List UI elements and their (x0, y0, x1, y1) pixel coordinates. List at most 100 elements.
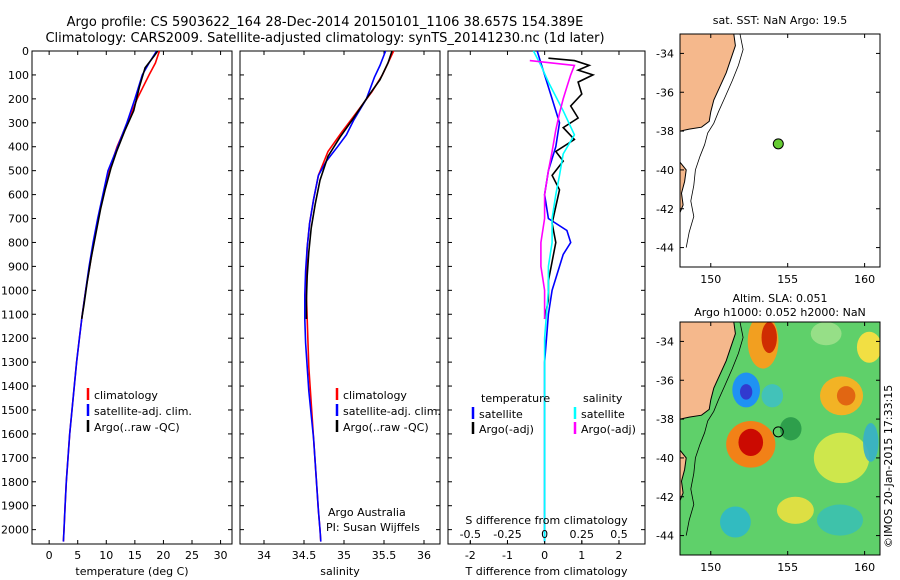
x2-tick-label: 0.5 (610, 528, 628, 541)
legend-label: satellite (581, 408, 625, 421)
y-tick-label: 800 (8, 236, 29, 249)
watermark: ©IMOS 20-Jan-2015 17:33:15 (882, 385, 895, 548)
sla-anomaly-blob (780, 417, 802, 441)
legend-label: satellite-adj. clim. (94, 405, 192, 418)
y-tick-label: -40 (656, 452, 674, 465)
x-tick-label: 35.5 (372, 549, 397, 562)
series-line (80, 50, 159, 320)
coastline-land (680, 449, 687, 501)
sla-anomaly-blob (856, 331, 880, 363)
y-tick-label: 400 (8, 141, 29, 154)
map-content (680, 34, 880, 267)
annotation-text: Argo Australia (328, 506, 406, 519)
x-tick-label: 155 (777, 561, 798, 574)
legend-label: climatology (94, 389, 158, 402)
y-tick-label: 1100 (1, 308, 29, 321)
x-axis-label: T difference from climatology (465, 565, 628, 578)
y-tick-label: 1700 (1, 452, 29, 465)
x-tick-label: 160 (854, 273, 875, 286)
y-tick-label: 700 (8, 213, 29, 226)
plot-frame (447, 50, 646, 545)
y-tick-label: -34 (656, 47, 674, 60)
x-axis-label: salinity (320, 565, 360, 578)
y-tick-label: -42 (656, 203, 674, 216)
y-tick-label: 500 (8, 165, 29, 178)
x-tick-label: 36 (417, 549, 431, 562)
temperature-panel: 0 5 10 15 20 25 300100200300400500600700800900… (1, 45, 233, 578)
y-tick-label: 1200 (1, 332, 29, 345)
y-tick-label: 1400 (1, 380, 29, 393)
x-tick-label: -2 (465, 549, 476, 562)
y-tick-label: 2000 (1, 524, 29, 537)
plot-frame (31, 50, 233, 545)
x-tick-label: 35 (337, 549, 351, 562)
y-tick-label: 1300 (1, 356, 29, 369)
y-tick-label: -42 (656, 491, 674, 504)
coastline-land (680, 161, 687, 213)
x-tick-label: 155 (777, 273, 798, 286)
x2-tick-label: 0 (541, 528, 548, 541)
series-line (62, 50, 161, 542)
sla-anomaly-blob (836, 386, 856, 406)
y-tick-label: 1600 (1, 428, 29, 441)
coastline-land (680, 34, 736, 132)
legend-header: temperature (481, 392, 550, 405)
sla-anomaly-blob (761, 384, 784, 408)
sla-anomaly-blob (776, 496, 814, 524)
x-tick-label: 160 (854, 561, 875, 574)
y-tick-label: 0 (22, 45, 29, 58)
y-tick-label: -38 (656, 413, 674, 426)
sla-anomaly-blob (761, 322, 777, 354)
sla-anomaly-blob (810, 322, 842, 346)
map-title: Argo h1000: 0.052 h2000: NaN (694, 306, 866, 319)
argo-position-marker (772, 138, 784, 150)
x-tick-label: 0 (541, 549, 548, 562)
series-line (62, 50, 158, 542)
sla-anomaly-blob (738, 428, 764, 456)
salinity-panel: 34 34.5 35 35.5 36 salinity climatology satelli… (239, 50, 441, 578)
plot-frame (239, 50, 441, 545)
chart-title-line2: Climatology: CARS2009. Satellite-adjuste… (45, 31, 605, 46)
y-tick-label: 200 (8, 93, 29, 106)
legend-label: satellite (479, 408, 523, 421)
y-tick-label: -38 (656, 125, 674, 138)
isobath-line (685, 34, 744, 248)
map-title: sat. SST: NaN Argo: 19.5 (713, 14, 847, 27)
y-tick-label: -34 (656, 335, 674, 348)
isobath-line (685, 322, 744, 536)
map-frame (679, 321, 881, 556)
series-line (529, 59, 576, 319)
x2-tick-label: 0.25 (570, 528, 595, 541)
legend-label: Argo(..raw -QC) (343, 421, 429, 434)
x-tick-label: 150 (700, 273, 721, 286)
legend-label: climatology (343, 389, 407, 402)
map-frame (679, 33, 881, 268)
x-tick-label: 2 (615, 549, 622, 562)
x2-tick-label: -0.5 (460, 528, 481, 541)
y-tick-label: 1000 (1, 284, 29, 297)
y-tick-label: -44 (656, 530, 674, 543)
x-tick-label: 20 (156, 549, 170, 562)
series-line (305, 50, 395, 542)
x-tick-label: 30 (214, 549, 228, 562)
x-axis-label: temperature (deg C) (75, 565, 188, 578)
sla-anomaly-blob (720, 506, 751, 538)
series-line (543, 57, 596, 320)
x-tick-label: 1 (578, 549, 585, 562)
y-tick-label: 600 (8, 189, 29, 202)
coastline-land (680, 322, 736, 420)
sla-anomaly-blob (813, 432, 870, 484)
y-tick-label: -40 (656, 164, 674, 177)
legend-label: Argo(..raw -QC) (94, 421, 180, 434)
sla-anomaly-blob (816, 504, 864, 536)
chart-title-line1: Argo profile: CS 5903622_164 28-Dec-2014… (66, 15, 584, 30)
y-tick-label: 1500 (1, 404, 29, 417)
x-tick-label: 150 (700, 561, 721, 574)
y-tick-label: 100 (8, 69, 29, 82)
difference-panel: -2 -1 0 1 2 T difference from climatology -0.5… (447, 50, 646, 578)
series-line (305, 50, 393, 319)
x2-axis-label: S difference from climatology (465, 514, 628, 527)
legend-label: Argo(-adj) (581, 423, 636, 436)
y-tick-label: 300 (8, 117, 29, 130)
